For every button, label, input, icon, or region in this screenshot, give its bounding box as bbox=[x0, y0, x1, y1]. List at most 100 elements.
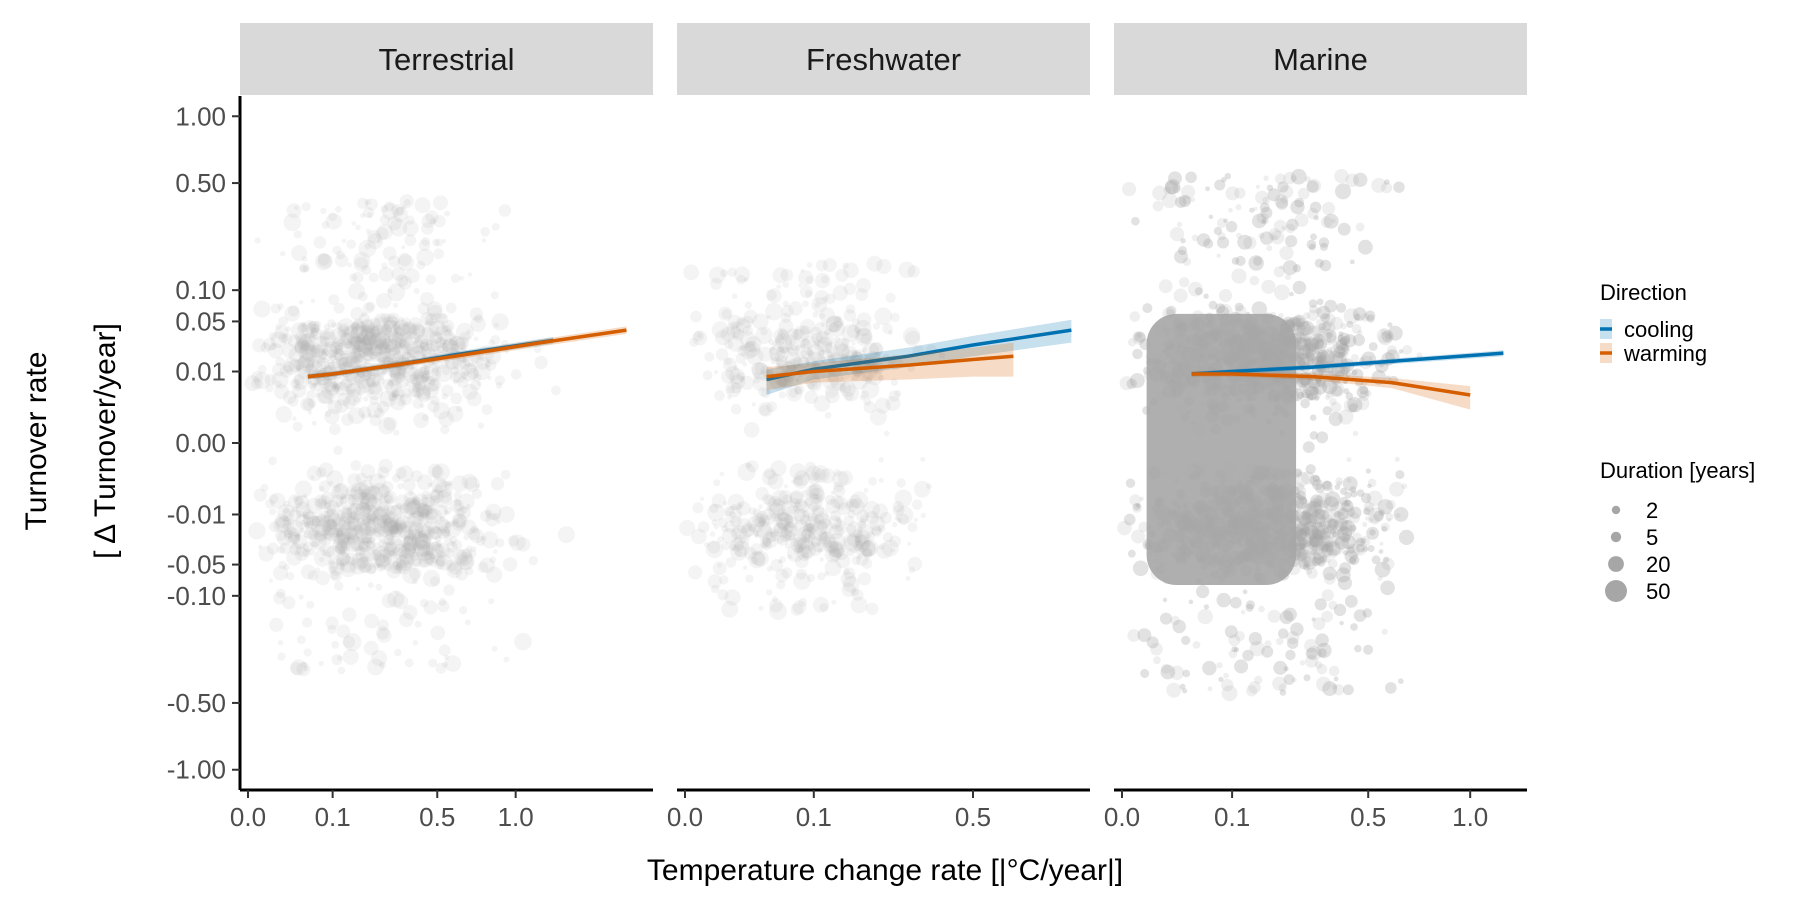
data-point bbox=[393, 551, 398, 557]
data-point bbox=[364, 373, 372, 381]
data-point bbox=[1297, 187, 1310, 200]
data-point bbox=[350, 356, 361, 367]
data-point bbox=[1299, 537, 1308, 546]
data-point bbox=[781, 494, 793, 506]
data-point bbox=[273, 516, 290, 534]
data-point bbox=[293, 374, 305, 386]
data-point bbox=[401, 542, 406, 548]
data-point bbox=[693, 330, 705, 342]
data-point bbox=[1276, 197, 1289, 210]
data-point bbox=[1181, 635, 1191, 646]
data-point bbox=[364, 501, 375, 512]
data-point bbox=[720, 269, 729, 278]
data-point bbox=[711, 519, 718, 526]
data-point bbox=[362, 486, 378, 502]
data-point bbox=[1218, 289, 1233, 303]
data-point bbox=[376, 338, 389, 351]
data-point bbox=[414, 380, 426, 392]
data-point bbox=[455, 336, 469, 351]
data-point bbox=[1293, 495, 1308, 510]
data-point bbox=[811, 380, 818, 387]
data-point bbox=[360, 346, 375, 361]
data-point bbox=[357, 337, 374, 354]
data-point bbox=[862, 342, 880, 359]
data-point bbox=[1306, 180, 1319, 193]
data-point bbox=[301, 202, 311, 212]
data-point bbox=[1152, 200, 1164, 212]
data-point bbox=[487, 375, 492, 380]
data-point bbox=[441, 339, 459, 357]
data-point bbox=[382, 515, 393, 526]
data-point bbox=[1339, 620, 1344, 626]
data-point bbox=[828, 533, 846, 551]
data-point bbox=[857, 520, 867, 530]
data-point bbox=[730, 322, 739, 331]
data-point bbox=[292, 534, 308, 549]
data-point bbox=[377, 500, 389, 512]
data-point bbox=[446, 541, 459, 553]
data-point bbox=[414, 334, 429, 349]
data-point bbox=[328, 360, 342, 374]
data-point bbox=[326, 356, 334, 364]
data-point bbox=[359, 561, 372, 574]
data-point bbox=[1346, 508, 1356, 517]
data-point bbox=[883, 430, 890, 437]
data-point bbox=[390, 365, 407, 382]
data-point bbox=[452, 369, 466, 383]
data-point bbox=[404, 536, 410, 542]
data-point bbox=[1381, 525, 1388, 532]
data-point bbox=[727, 314, 742, 329]
data-point bbox=[429, 320, 445, 337]
data-point bbox=[1318, 322, 1327, 331]
data-point bbox=[719, 575, 729, 585]
data-point bbox=[1132, 348, 1143, 360]
data-point bbox=[374, 407, 385, 419]
data-point bbox=[1300, 510, 1312, 521]
data-point bbox=[1312, 479, 1323, 490]
data-point bbox=[721, 600, 739, 618]
data-point bbox=[425, 338, 440, 352]
data-point bbox=[890, 378, 898, 386]
data-point bbox=[335, 347, 344, 356]
data-point bbox=[822, 537, 839, 553]
data-point bbox=[467, 527, 481, 541]
data-point bbox=[1126, 378, 1137, 389]
data-point bbox=[369, 317, 381, 329]
data-point bbox=[1295, 529, 1308, 541]
data-point bbox=[1203, 604, 1209, 610]
data-point bbox=[1313, 529, 1323, 540]
data-point bbox=[1356, 386, 1369, 399]
data-point bbox=[418, 367, 430, 379]
data-point bbox=[725, 365, 741, 381]
data-point bbox=[824, 559, 842, 577]
data-point bbox=[325, 519, 338, 531]
data-point bbox=[1322, 566, 1337, 581]
data-point bbox=[435, 662, 447, 674]
data-point bbox=[322, 328, 335, 341]
data-point bbox=[896, 478, 906, 488]
data-point bbox=[333, 482, 350, 500]
data-point bbox=[411, 534, 421, 544]
y-tick-label: -0.10 bbox=[167, 581, 226, 611]
data-point bbox=[1324, 556, 1331, 564]
data-point bbox=[394, 591, 400, 596]
data-point bbox=[399, 393, 413, 406]
data-point bbox=[1172, 619, 1186, 634]
data-point bbox=[1351, 540, 1368, 556]
data-point bbox=[808, 484, 825, 500]
data-point bbox=[1282, 260, 1298, 276]
data-point bbox=[841, 324, 860, 343]
data-point bbox=[1318, 322, 1327, 331]
data-point bbox=[735, 353, 747, 364]
data-point bbox=[1335, 183, 1351, 200]
data-point bbox=[1275, 173, 1286, 185]
data-point bbox=[363, 520, 371, 528]
data-point bbox=[347, 389, 356, 397]
data-point bbox=[1385, 375, 1391, 381]
data-point bbox=[281, 343, 297, 359]
data-point bbox=[402, 350, 412, 360]
data-point bbox=[481, 531, 499, 549]
data-point bbox=[770, 347, 775, 351]
data-point bbox=[1313, 215, 1319, 221]
